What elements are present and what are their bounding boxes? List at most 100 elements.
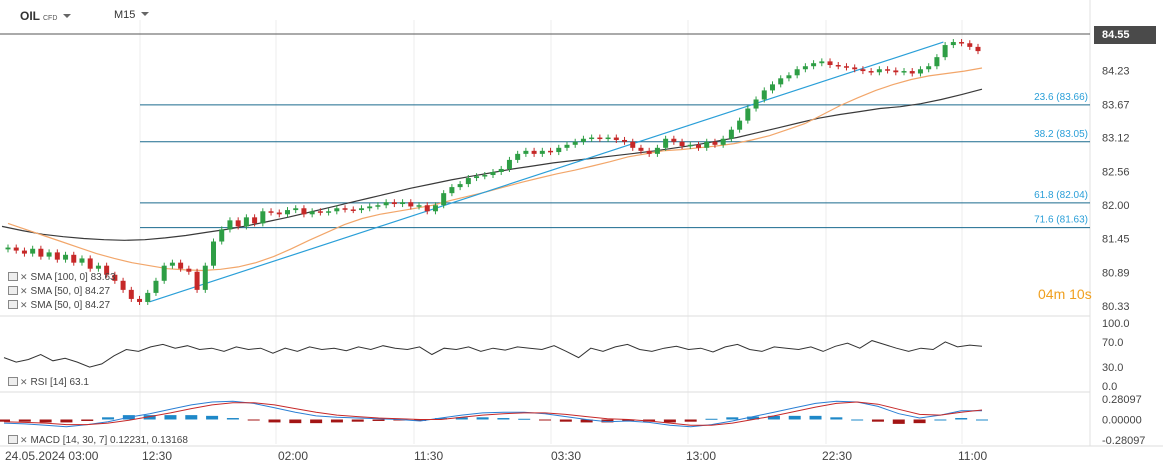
close-icon[interactable]: ✕	[20, 286, 28, 296]
candle	[342, 205, 348, 213]
legend-sma50-2[interactable]: ✕ SMA [50, 0] 84.27	[8, 299, 110, 312]
candle	[235, 217, 241, 230]
settings-icon[interactable]	[8, 435, 18, 444]
candle	[21, 247, 27, 257]
candle	[663, 135, 669, 151]
candle	[687, 141, 693, 150]
candle-body	[219, 229, 225, 242]
legend-sma100[interactable]: ✕ SMA [100, 0] 83.63	[8, 271, 116, 284]
candle	[868, 68, 874, 76]
candle	[794, 66, 800, 79]
candle-body	[137, 298, 143, 302]
candle-body	[186, 268, 192, 272]
settings-icon[interactable]	[8, 286, 18, 295]
x-tick-label: 11:00	[958, 449, 987, 463]
candle	[860, 66, 866, 75]
candle	[605, 134, 611, 142]
close-icon[interactable]: ✕	[20, 300, 28, 310]
x-tick-label: 02:00	[278, 449, 308, 463]
candle-body	[79, 258, 85, 263]
candle-body	[424, 205, 430, 212]
candle-body	[161, 265, 167, 281]
candle	[917, 66, 923, 77]
close-icon[interactable]: ✕	[20, 377, 28, 387]
macd-histogram-bar	[663, 419, 676, 423]
symbol-selector[interactable]: OIL CFD	[20, 9, 72, 23]
macd-histogram-bar	[913, 419, 926, 424]
candle	[630, 138, 636, 151]
candle-body	[786, 75, 792, 79]
macd-histogram-bar	[788, 415, 801, 420]
candle-body	[835, 65, 841, 67]
candle	[876, 66, 882, 76]
settings-icon[interactable]	[8, 377, 18, 386]
candle	[161, 262, 167, 284]
macd-histogram-bar	[684, 419, 697, 422]
candle	[87, 255, 93, 272]
macd-histogram-bar	[330, 419, 343, 423]
candle	[589, 134, 595, 142]
candle-body	[745, 108, 751, 121]
fibonacci-levels: 23.6 (83.66) 38.2 (83.05) 61.8 (82.04) 71.6…	[140, 92, 1090, 229]
candle	[408, 199, 414, 210]
timeframe-selector[interactable]: M15	[114, 9, 150, 21]
candle-body	[153, 280, 159, 293]
candle	[424, 202, 430, 215]
legend-sma50[interactable]: ✕ SMA [50, 0] 84.27	[8, 285, 110, 298]
candle-body	[893, 70, 899, 73]
candle	[63, 251, 69, 263]
macd-histogram-bar	[892, 419, 905, 424]
macd-histogram-bar	[934, 419, 947, 421]
candle	[531, 147, 537, 157]
candle-body	[975, 46, 981, 52]
symbol-badge: CFD	[43, 15, 58, 22]
settings-icon[interactable]	[8, 272, 18, 281]
candle-body	[284, 210, 290, 215]
legend-rsi[interactable]: ✕ RSI [14] 63.1	[8, 376, 89, 389]
candle	[79, 255, 85, 266]
candle-body	[712, 141, 718, 145]
settings-icon[interactable]	[8, 300, 18, 309]
legend-label: SMA [50, 0]	[30, 286, 83, 297]
x-tick-label: 24.05.2024 03:00	[5, 449, 99, 463]
candle	[523, 147, 529, 157]
candle	[350, 206, 356, 214]
macd-tick-label: 0.28097	[1102, 394, 1142, 406]
candle-body	[87, 258, 93, 269]
macd-histogram-bar	[871, 419, 884, 422]
candle	[202, 262, 208, 293]
fib-level-label: 61.8 (82.04)	[1034, 190, 1088, 201]
close-icon[interactable]: ✕	[20, 435, 28, 445]
legend-macd[interactable]: ✕ MACD [14, 30, 7] 0.12231, 0.13168	[8, 434, 188, 447]
macd-histogram-bar	[143, 415, 156, 420]
candle-body	[967, 43, 973, 47]
candle	[901, 68, 907, 76]
candle	[909, 68, 915, 77]
candle-body	[589, 137, 595, 140]
legend-value: 84.27	[85, 286, 111, 297]
chevron-down-icon	[141, 12, 150, 16]
candle	[778, 75, 784, 88]
candle-body	[638, 147, 644, 151]
candle-body	[408, 202, 414, 207]
candle-body	[391, 202, 397, 205]
macd-line	[3, 400, 982, 428]
close-icon[interactable]: ✕	[20, 272, 28, 282]
candle-body	[112, 274, 118, 281]
macd-histogram-bar	[289, 419, 302, 424]
candle-body	[268, 211, 274, 213]
candle-body	[474, 176, 480, 179]
candle-body	[679, 141, 685, 147]
candle	[646, 147, 652, 157]
candle-body	[580, 138, 586, 142]
candle	[383, 199, 389, 209]
candle-body	[104, 265, 110, 275]
candle-body	[622, 139, 628, 142]
macd-histogram-bar	[601, 419, 614, 423]
macd-histogram-bar	[955, 418, 968, 420]
macd-histogram-bar	[518, 418, 531, 420]
legend-value: 83.63	[90, 272, 116, 283]
macd-histogram-bar	[809, 415, 822, 420]
macd-histogram-bar	[393, 419, 406, 421]
